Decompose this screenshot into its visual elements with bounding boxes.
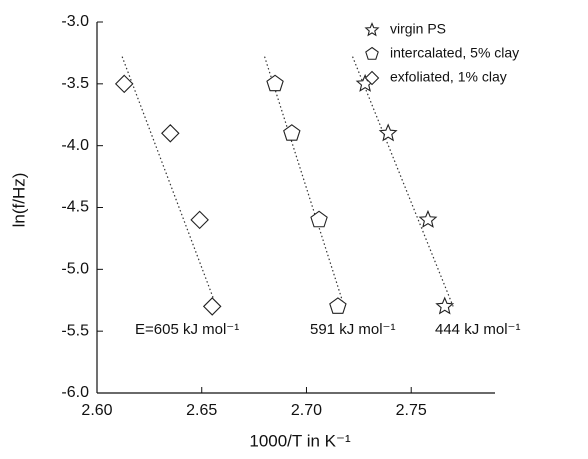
y-tick-label: -5.5	[61, 322, 89, 339]
legend-label: virgin PS	[390, 21, 446, 37]
x-axis-label: 1000/T in K⁻¹	[249, 431, 351, 450]
y-tick-label: -3.5	[61, 75, 89, 92]
legend-marker	[365, 46, 379, 60]
point	[435, 296, 455, 315]
y-tick-label: -5.0	[61, 261, 89, 278]
point	[418, 209, 438, 228]
point	[114, 74, 134, 94]
annotation: 444 kJ mol⁻¹	[435, 321, 520, 338]
point	[310, 210, 328, 228]
annotation: E=605 kJ mol⁻¹	[135, 321, 239, 338]
x-tick-label: 2.70	[291, 402, 322, 419]
annotation: 591 kJ mol⁻¹	[310, 321, 395, 338]
y-tick-label: -3.0	[61, 13, 89, 30]
point	[266, 74, 284, 92]
point	[283, 124, 301, 141]
y-axis-label: ln(f/Hz)	[9, 173, 28, 228]
legend-label: exfoliated, 1% clay	[390, 69, 507, 85]
fit-line	[352, 56, 454, 307]
point	[202, 297, 222, 316]
y-tick-label: -4.0	[61, 137, 89, 154]
point	[378, 123, 398, 142]
legend-marker	[364, 22, 380, 37]
legend-marker	[364, 70, 380, 86]
x-tick-label: 2.65	[186, 402, 217, 419]
point	[190, 210, 209, 230]
legend-label: intercalated, 5% clay	[390, 45, 519, 61]
point	[329, 297, 347, 314]
point	[161, 124, 180, 143]
fit-line	[121, 56, 217, 307]
x-tick-label: 2.75	[396, 402, 427, 419]
x-tick-label: 2.60	[81, 402, 112, 419]
y-tick-label: -6.0	[61, 384, 89, 401]
y-tick-label: -4.5	[61, 199, 89, 216]
fit-line	[264, 56, 345, 307]
